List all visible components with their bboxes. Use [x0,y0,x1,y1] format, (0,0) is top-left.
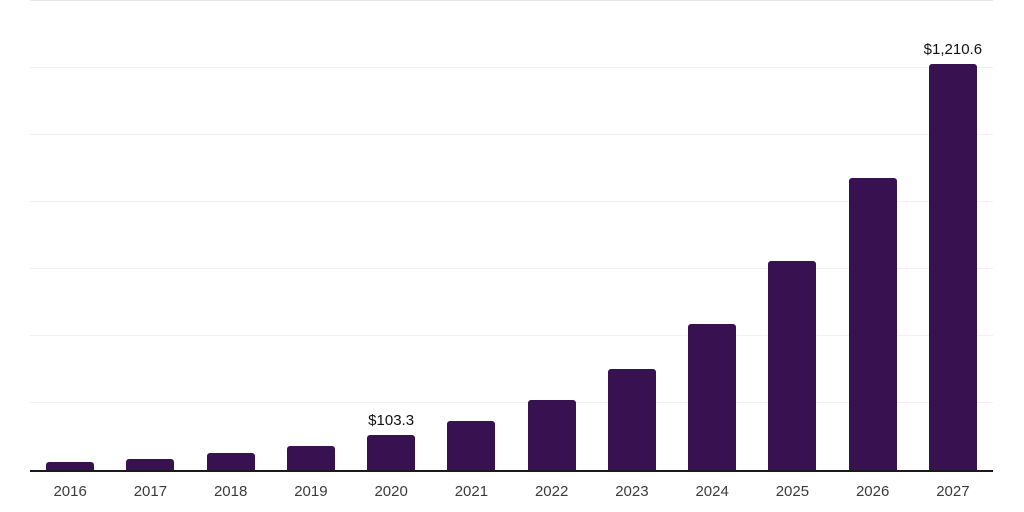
bar-2017[interactable] [126,458,175,470]
bar-2024[interactable] [688,323,737,470]
bar-2023[interactable] [607,368,656,470]
bar-2018[interactable] [206,452,255,470]
x-tick-2016: 2016 [53,483,87,500]
gridline-1000 [30,134,993,135]
x-tick-2020: 2020 [374,483,408,500]
gridline-800 [30,201,993,202]
gridline-200 [30,402,993,403]
bar-2021[interactable] [447,420,496,470]
gridline-400 [30,335,993,336]
x-tick-2024: 2024 [695,483,729,500]
bar-2025[interactable] [768,260,817,470]
plot-area: $103.3 $1,210.6 [30,0,993,472]
gridline-1200 [30,67,993,68]
bar-value-label-2027: $1,210.6 [923,41,983,59]
bar-2022[interactable] [527,399,576,470]
gridline-600 [30,268,993,269]
x-tick-2021: 2021 [454,483,489,500]
x-tick-2025: 2025 [775,483,810,500]
x-tick-2019: 2019 [294,483,328,500]
bar-2016[interactable] [46,461,95,470]
bar-2020[interactable] [367,435,416,470]
bar-2027[interactable] [928,64,977,470]
x-tick-2018: 2018 [213,483,248,500]
gridline-1400 [30,0,993,1]
bar-value-label-2020: $103.3 [368,412,415,430]
x-tick-2026: 2026 [855,483,890,500]
bar-2026[interactable] [848,177,897,470]
bar-2019[interactable] [286,445,335,470]
x-axis-labels: 2016 2017 2018 2019 2020 2021 2022 2023 2024 2025… [30,483,993,505]
x-tick-2027: 2027 [936,483,970,500]
x-tick-2022: 2022 [534,483,569,500]
x-tick-2023: 2023 [615,483,649,500]
x-tick-2017: 2017 [133,483,168,500]
